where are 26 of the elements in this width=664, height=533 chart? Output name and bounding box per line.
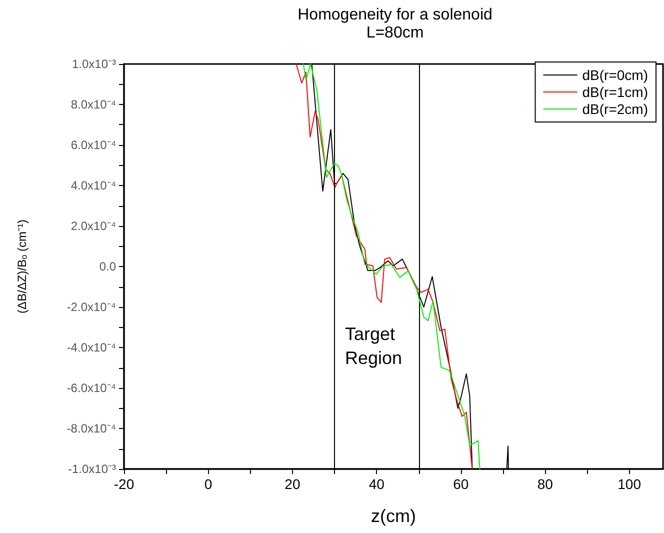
y-axis-title: (ΔB/ΔZ)/Bₒ (cm⁻¹) [15, 220, 29, 314]
chart-subtitle: L=80cm [366, 24, 424, 42]
y-tick-label: 0.0 [99, 260, 116, 274]
y-tick-label: 8.0x10⁻⁴ [70, 98, 116, 112]
x-tick-label: 60 [453, 476, 469, 492]
y-tick-label: -1.0x10⁻³ [68, 462, 116, 476]
legend-label: dB(r=2cm) [582, 101, 648, 117]
y-tick-label: -6.0x10⁻⁴ [66, 381, 116, 395]
y-tick-label: -8.0x10⁻⁴ [66, 422, 116, 436]
legend-label: dB(r=0cm) [582, 67, 648, 83]
legend-label: dB(r=1cm) [582, 84, 648, 100]
x-tick-label: 80 [537, 476, 554, 492]
x-tick-label: -20 [114, 476, 134, 492]
y-tick-label: 4.0x10⁻⁴ [70, 178, 116, 192]
y-tick-label: -2.0x10⁻⁴ [66, 300, 116, 314]
x-tick-label: 0 [204, 476, 212, 492]
x-tick-label: 40 [368, 476, 385, 492]
x-tick-label: 20 [284, 476, 300, 492]
y-tick-label: 6.0x10⁻⁴ [70, 138, 116, 152]
x-axis-title: z(cm) [371, 506, 416, 526]
x-tick-label: 100 [618, 476, 642, 492]
annotation: Target Region [345, 324, 402, 368]
chart-title: Homogeneity for a solenoid [298, 6, 492, 24]
y-tick-label: 1.0x10⁻³ [72, 57, 116, 71]
y-tick-label: -4.0x10⁻⁴ [66, 340, 116, 354]
y-tick-label: 2.0x10⁻⁴ [70, 219, 116, 233]
